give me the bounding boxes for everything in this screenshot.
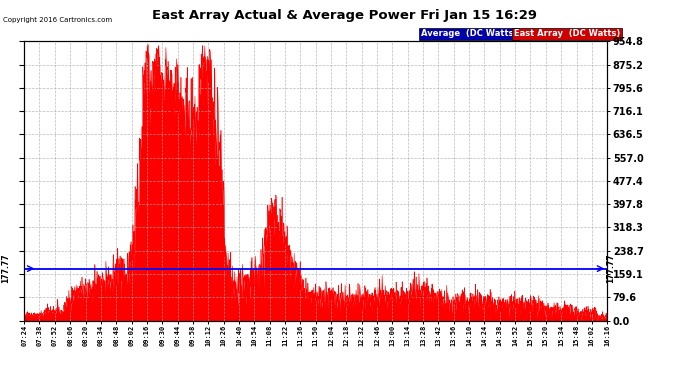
Text: 177.77: 177.77 xyxy=(1,254,10,284)
Text: Average  (DC Watts): Average (DC Watts) xyxy=(421,30,517,39)
Text: 177.77: 177.77 xyxy=(606,254,615,284)
Text: Copyright 2016 Cartronics.com: Copyright 2016 Cartronics.com xyxy=(3,17,112,23)
Text: East Array Actual & Average Power Fri Jan 15 16:29: East Array Actual & Average Power Fri Ja… xyxy=(152,9,538,22)
Text: East Array  (DC Watts): East Array (DC Watts) xyxy=(514,30,620,39)
